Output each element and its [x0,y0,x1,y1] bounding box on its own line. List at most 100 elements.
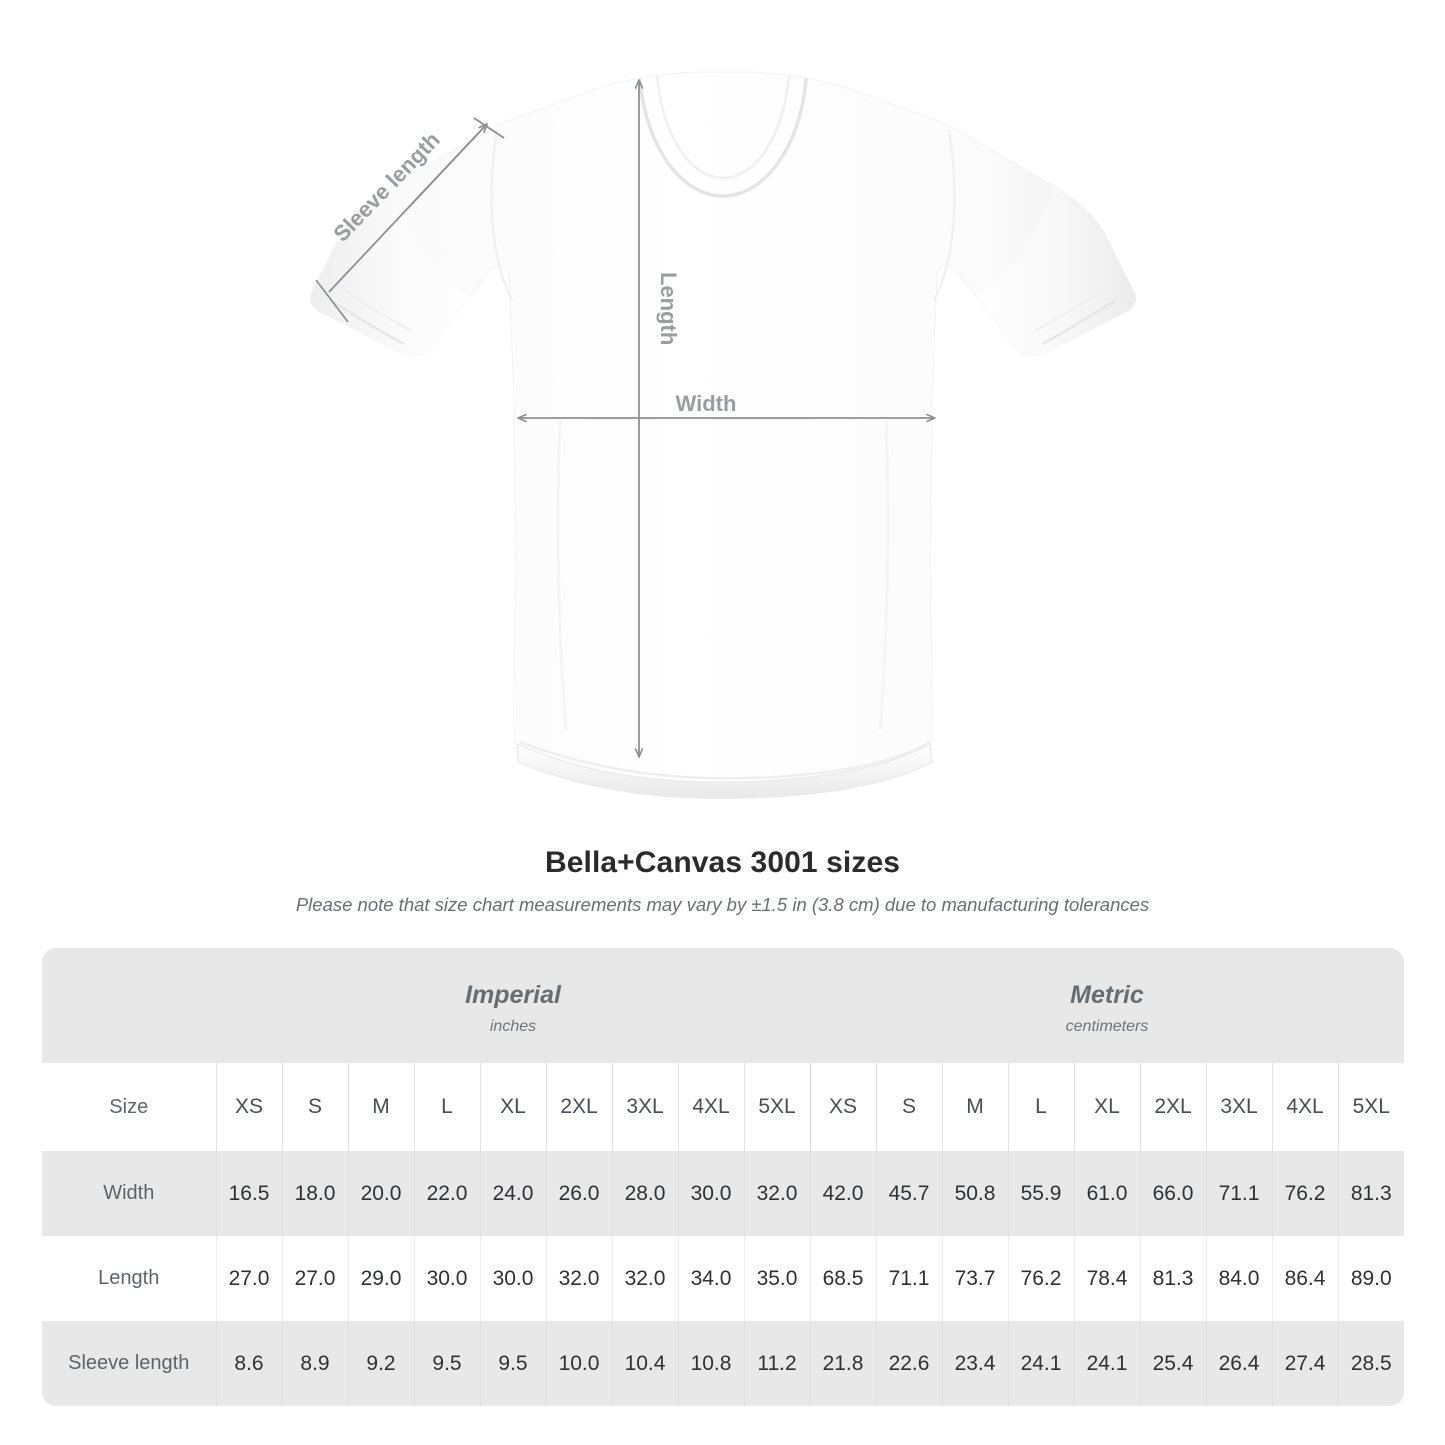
tshirt-graphic [309,71,1137,799]
width-metric-l: 55.9 [1007,1151,1074,1236]
length-metric-5xl: 89.0 [1337,1236,1404,1321]
size-col-metric-5xl: 5XL [1337,1063,1404,1151]
length-imperial-l: 30.0 [413,1236,480,1321]
sleeve-imperial-l: 9.5 [413,1321,480,1406]
width-metric-s: 45.7 [875,1151,942,1236]
sleeve-metric-l: 24.1 [1007,1321,1074,1406]
length-imperial-m: 29.0 [347,1236,414,1321]
table-row-sleeve-length: Sleeve length 8.6 8.9 9.2 9.5 9.5 10.0 1… [42,1321,1404,1406]
width-imperial-5xl: 32.0 [743,1151,810,1236]
sleeve-metric-5xl: 28.5 [1337,1321,1404,1406]
sleeve-imperial-xs: 8.6 [215,1321,282,1406]
size-col-imperial-3xl: 3XL [611,1063,678,1151]
tshirt-hem-crease [519,740,931,780]
width-imperial-4xl: 30.0 [677,1151,744,1236]
tshirt-right-armhole-seam [933,129,956,301]
size-col-imperial-s: S [281,1063,348,1151]
width-metric-2xl: 66.0 [1139,1151,1206,1236]
length-label: Length [656,272,681,345]
tshirt-measurement-illustration: Sleeve length Length Width [309,71,1137,799]
sleeve-imperial-5xl: 11.2 [743,1321,810,1406]
tshirt-left-sleeve-hem [329,298,405,346]
size-col-metric-4xl: 4XL [1271,1063,1338,1151]
length-metric-l: 76.2 [1007,1236,1074,1321]
width-metric-xl: 61.0 [1073,1151,1140,1236]
width-imperial-xs: 16.5 [215,1151,282,1236]
unit-system-header: Imperial inches Metric centimeters [42,948,1404,1063]
size-col-metric-xs: XS [809,1063,876,1151]
sleeve-metric-4xl: 27.4 [1271,1321,1338,1406]
width-imperial-m: 20.0 [347,1151,414,1236]
length-imperial-xs: 27.0 [215,1236,282,1321]
length-imperial-3xl: 32.0 [611,1236,678,1321]
tshirt-fold-right [878,419,890,731]
sleeve-imperial-xl: 9.5 [479,1321,546,1406]
length-metric-m: 73.7 [941,1236,1008,1321]
table-row-sizes: Size XS S M L XL 2XL 3XL 4XL 5XL XS S M … [42,1063,1404,1151]
table-row-length: Length 27.0 27.0 29.0 30.0 30.0 32.0 32.… [42,1236,1404,1321]
size-col-imperial-m: M [347,1063,414,1151]
size-chart-table-wrap: Imperial inches Metric centimeters Size … [42,948,1404,1406]
tshirt-fold-left [556,419,568,731]
sleeve-imperial-4xl: 10.8 [677,1321,744,1406]
length-metric-2xl: 81.3 [1139,1236,1206,1321]
sleeve-length-arrow-head-top [407,124,487,209]
width-metric-4xl: 76.2 [1271,1151,1338,1236]
size-col-metric-3xl: 3XL [1205,1063,1272,1151]
tshirt-collar-outer [638,78,808,198]
unit-group-imperial-sub: inches [489,1018,537,1035]
size-col-metric-l: L [1007,1063,1074,1151]
unit-header-spacer [42,948,216,1063]
tshirt-left-armhole-seam [490,129,513,301]
width-imperial-2xl: 26.0 [545,1151,612,1236]
sleeve-metric-3xl: 26.4 [1205,1321,1272,1406]
sleeve-metric-xl: 24.1 [1073,1321,1140,1406]
width-imperial-xl: 24.0 [479,1151,546,1236]
sleeve-metric-m: 23.4 [941,1321,1008,1406]
width-imperial-3xl: 28.0 [611,1151,678,1236]
unit-group-metric-name: Metric [1070,981,1144,1009]
sleeve-metric-2xl: 25.4 [1139,1321,1206,1406]
width-imperial-s: 18.0 [281,1151,348,1236]
size-chart-body: Size XS S M L XL 2XL 3XL 4XL 5XL XS S M … [42,1063,1404,1406]
size-col-metric-xl: XL [1073,1063,1140,1151]
width-metric-5xl: 81.3 [1337,1151,1404,1236]
table-row-width: Width 16.5 18.0 20.0 22.0 24.0 26.0 28.0… [42,1151,1404,1236]
tshirt-bottom-hem [517,743,933,799]
size-col-imperial-2xl: 2XL [545,1063,612,1151]
sleeve-imperial-s: 8.9 [281,1321,348,1406]
width-label: Width [676,391,737,416]
size-col-imperial-4xl: 4XL [677,1063,744,1151]
sleeve-imperial-m: 9.2 [347,1321,414,1406]
size-col-imperial-xs: XS [215,1063,282,1151]
width-metric-m: 50.8 [941,1151,1008,1236]
sleeve-imperial-2xl: 10.0 [545,1321,612,1406]
tolerance-note: Please note that size chart measurements… [295,894,1150,915]
width-metric-xs: 42.0 [809,1151,876,1236]
size-col-metric-2xl: 2XL [1139,1063,1206,1151]
width-metric-3xl: 71.1 [1205,1151,1272,1236]
length-metric-3xl: 84.0 [1205,1236,1272,1321]
length-metric-4xl: 86.4 [1271,1236,1338,1321]
size-col-imperial-xl: XL [479,1063,546,1151]
width-annotation: Width [518,391,935,418]
sleeve-metric-xs: 21.8 [809,1321,876,1406]
sleeve-imperial-3xl: 10.4 [611,1321,678,1406]
size-col-imperial-l: L [413,1063,480,1151]
sleeve-metric-s: 22.6 [875,1321,942,1406]
size-col-metric-m: M [941,1063,1008,1151]
heading-block: Bella+Canvas 3001 sizes Please note that… [0,845,1445,917]
unit-group-metric: Metric centimeters [810,948,1404,1063]
tshirt-collar-inner [655,74,791,180]
tshirt-right-sleeve-hem [1041,298,1117,346]
row-label-sleeve-length: Sleeve length [42,1321,216,1406]
sleeve-length-tick-bottom [315,279,349,323]
tshirt-right-sleeve-hem-inner [1035,285,1110,331]
length-metric-xs: 68.5 [809,1236,876,1321]
length-imperial-5xl: 35.0 [743,1236,810,1321]
length-imperial-xl: 30.0 [479,1236,546,1321]
length-imperial-2xl: 32.0 [545,1236,612,1321]
tshirt-left-sleeve-hem-inner [336,285,411,331]
unit-group-imperial: Imperial inches [216,948,810,1063]
